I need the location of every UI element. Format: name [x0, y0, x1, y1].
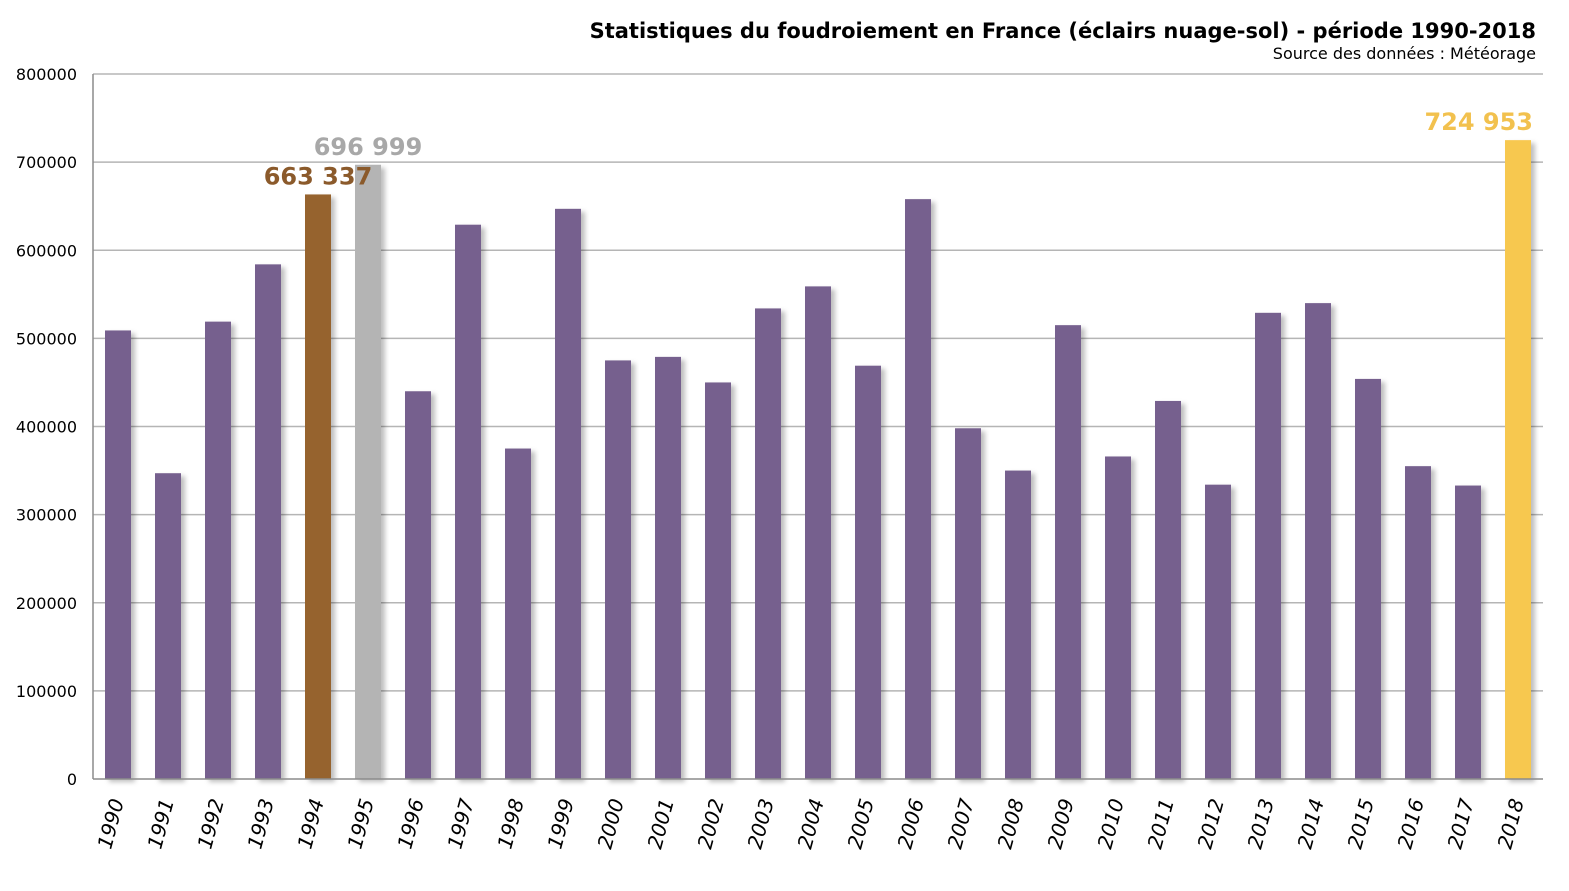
x-tick-label: 2013 — [1242, 796, 1278, 851]
bar-2018 — [1505, 140, 1531, 780]
x-tick-label: 1996 — [392, 796, 428, 851]
x-tick-label: 1995 — [342, 796, 378, 851]
bar-2000 — [605, 360, 631, 779]
data-label-2018: 724 953 — [1424, 108, 1533, 136]
x-tick-label: 2018 — [1492, 796, 1528, 851]
x-tick-label: 1993 — [242, 796, 278, 851]
bar-2004 — [805, 286, 831, 779]
x-tick-label: 2004 — [792, 796, 828, 851]
x-tick-label: 2009 — [1042, 796, 1078, 851]
y-tick-label: 700000 — [16, 153, 77, 172]
x-tick-label: 1998 — [492, 796, 528, 851]
x-tick-label: 2008 — [992, 796, 1028, 851]
chart-title: Statistiques du foudroiement en France (… — [590, 19, 1536, 43]
x-tick-label: 1997 — [442, 796, 478, 852]
bar-1991 — [155, 473, 181, 779]
y-tick-label: 400000 — [16, 418, 77, 437]
x-tick-label: 1992 — [192, 796, 228, 851]
bar-1992 — [205, 321, 231, 779]
bar-1993 — [255, 264, 281, 780]
bar-1995 — [355, 164, 381, 779]
y-tick-label: 300000 — [16, 506, 77, 525]
bar-2013 — [1255, 312, 1281, 779]
bar-1998 — [505, 448, 531, 779]
y-tick-label: 200000 — [16, 594, 77, 613]
bar-2006 — [905, 199, 931, 779]
y-axis-tick-labels: 0 100000 200000 300000 400000 500000 600000 700… — [16, 65, 77, 789]
x-tick-label: 1994 — [292, 796, 328, 851]
bar-2015 — [1355, 378, 1381, 779]
x-tick-label: 2007 — [942, 796, 978, 852]
bars — [105, 140, 1531, 780]
bar-2009 — [1055, 325, 1081, 779]
bar-2010 — [1105, 456, 1131, 779]
bar-2011 — [1155, 400, 1181, 779]
bar-2016 — [1405, 466, 1431, 779]
y-tick-label: 600000 — [16, 241, 77, 260]
bar-2005 — [855, 365, 881, 779]
x-tick-label: 1991 — [142, 796, 178, 851]
x-tick-label: 2014 — [1292, 796, 1328, 851]
chart-subtitle: Source des données : Météorage — [1273, 44, 1536, 63]
bar-1999 — [555, 208, 581, 780]
x-tick-label: 2015 — [1342, 796, 1378, 851]
bar-1994 — [305, 194, 331, 779]
x-tick-label: 2005 — [842, 796, 878, 851]
data-label-1995: 696 999 — [314, 133, 423, 161]
bar-2007 — [955, 428, 981, 779]
x-tick-label: 2011 — [1142, 796, 1178, 851]
x-tick-label: 2006 — [892, 796, 928, 851]
x-tick-label: 2001 — [642, 796, 678, 851]
bar-1997 — [455, 224, 481, 780]
bar-2002 — [705, 382, 731, 779]
bar-1990 — [105, 330, 131, 779]
y-tick-label: 800000 — [16, 65, 77, 84]
x-tick-label: 2003 — [742, 796, 778, 851]
x-tick-label: 2010 — [1092, 796, 1128, 851]
y-tick-label: 100000 — [16, 682, 77, 701]
bar-2003 — [755, 308, 781, 779]
data-label-1994: 663 337 — [264, 162, 373, 190]
y-tick-label: 500000 — [16, 329, 77, 348]
y-tick-label: 0 — [67, 770, 77, 789]
bar-2001 — [655, 356, 681, 779]
x-tick-label: 2000 — [592, 796, 628, 851]
bar-2014 — [1305, 303, 1331, 779]
bar-1996 — [405, 391, 431, 779]
bar-2012 — [1205, 484, 1231, 779]
x-tick-label: 1999 — [542, 796, 578, 851]
bar-2008 — [1005, 470, 1031, 779]
bar-2017 — [1455, 485, 1481, 779]
x-tick-label: 1990 — [92, 796, 128, 851]
x-tick-label: 2012 — [1192, 796, 1228, 851]
x-axis-tick-labels: 1990 1991 1992 1993 1994 1995 1996 1997 1998 1999… — [92, 796, 1528, 852]
x-tick-label: 2016 — [1392, 796, 1428, 851]
x-tick-label: 2002 — [692, 796, 728, 851]
x-tick-label: 2017 — [1442, 796, 1478, 852]
